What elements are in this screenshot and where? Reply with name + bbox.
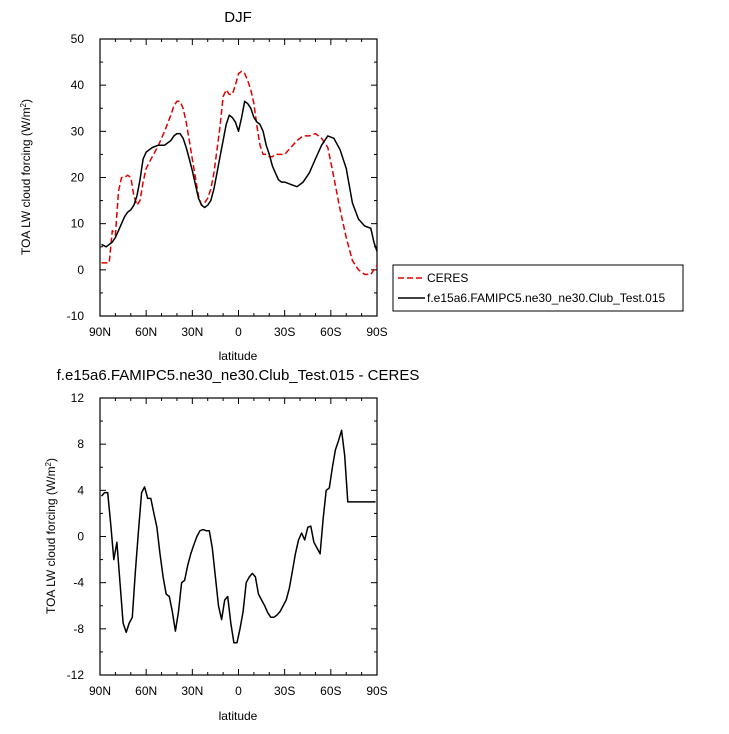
y-tick-label: 40 <box>71 78 85 92</box>
x-tick-label: 0 <box>235 325 242 339</box>
y-axis-label: TOA LW cloud forcing (W/m2) <box>19 99 34 255</box>
y-tick-label: -12 <box>67 668 85 682</box>
series-line-1 <box>101 100 378 252</box>
y-tick-label: 10 <box>71 217 85 231</box>
y-tick-label: -4 <box>73 576 84 590</box>
y-axis-label: TOA LW cloud forcing (W/m2) <box>44 458 59 614</box>
x-tick-label: 60N <box>135 684 157 698</box>
x-tick-label: 30N <box>181 325 203 339</box>
y-axis-label-sup: 2 <box>19 102 28 107</box>
y-tick-label: 0 <box>77 530 84 544</box>
axis-ticks <box>99 38 378 317</box>
y-axis-label-text: TOA LW cloud forcing (W/m <box>19 107 33 255</box>
y-tick-label: 30 <box>71 124 85 138</box>
chart-difference: f.e15a6.FAMIPC5.ne30_ne30.Club_Test.015 … <box>44 367 420 723</box>
x-tick-label: 90S <box>366 684 387 698</box>
y-tick-label: 50 <box>71 32 85 46</box>
y-axis-label-text: TOA LW cloud forcing (W/m <box>44 466 58 614</box>
x-tick-label: 60S <box>320 684 341 698</box>
legend-box <box>392 264 684 312</box>
legend: CERES f.e15a6.FAMIPC5.ne30_ne30.Club_Tes… <box>392 264 684 312</box>
x-tick-label: 90S <box>366 325 387 339</box>
y-tick-label: -10 <box>67 309 85 323</box>
chart-title: f.e15a6.FAMIPC5.ne30_ne30.Club_Test.015 … <box>57 367 420 384</box>
axis-ticks <box>99 397 378 676</box>
series-lines <box>101 70 378 276</box>
legend-label-model: f.e15a6.FAMIPC5.ne30_ne30.Club_Test.015 <box>427 291 665 305</box>
x-tick-label: 60S <box>320 325 341 339</box>
x-tick-label: 60N <box>135 325 157 339</box>
x-tick-labels: 90N 60N 30N 0 30S 60S 90S <box>89 684 388 698</box>
y-tick-label: 20 <box>71 171 85 185</box>
y-tick-label: 8 <box>77 437 84 451</box>
x-tick-label: 30N <box>181 684 203 698</box>
chart-djf: DJF -10 0 10 20 30 40 50 90N 60N 30N 0 30S 60S 90S l… <box>19 9 388 363</box>
x-axis-label: latitude <box>219 709 258 723</box>
y-tick-label: 0 <box>77 263 84 277</box>
legend-label-ceres: CERES <box>427 271 468 285</box>
x-tick-label: 90N <box>89 684 111 698</box>
y-tick-labels: -10 0 10 20 30 40 50 <box>67 32 85 323</box>
x-tick-label: 0 <box>235 684 242 698</box>
y-tick-label: 4 <box>77 483 84 497</box>
x-tick-label: 90N <box>89 325 111 339</box>
x-axis-label: latitude <box>219 349 258 363</box>
chart-title: DJF <box>224 9 252 26</box>
y-tick-label: 12 <box>71 391 85 405</box>
x-tick-labels: 90N 60N 30N 0 30S 60S 90S <box>89 325 388 339</box>
y-axis-label-close: ) <box>44 458 58 462</box>
difference-line <box>100 429 376 644</box>
plot-frame <box>99 38 378 317</box>
y-tick-labels: -12 -8 -4 0 4 8 12 <box>67 391 85 682</box>
x-tick-label: 30S <box>274 684 295 698</box>
series-line-0 <box>101 70 378 276</box>
y-axis-label-sup: 2 <box>44 461 53 466</box>
y-axis-label-close: ) <box>19 99 33 103</box>
x-tick-label: 30S <box>274 325 295 339</box>
series-lines <box>100 429 376 644</box>
y-tick-label: -8 <box>73 622 84 636</box>
